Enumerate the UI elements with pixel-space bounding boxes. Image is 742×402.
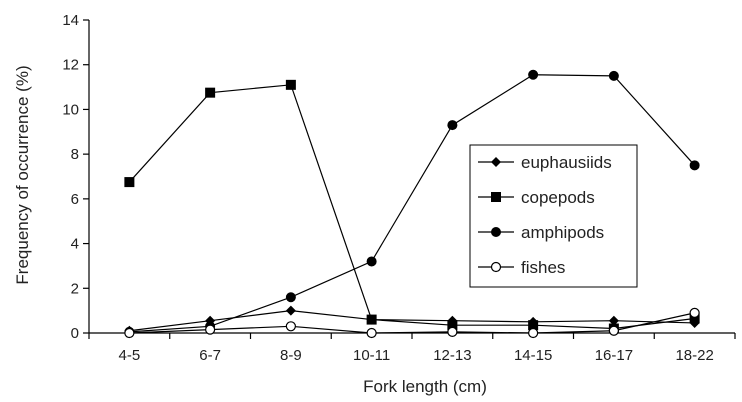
legend-item-amphipods: amphipods [478, 223, 604, 242]
x-tick-label: 8-9 [280, 347, 302, 364]
y-ticks: 0 2 4 6 8 10 12 14 [62, 12, 89, 342]
legend-label: fishes [521, 258, 565, 277]
y-tick-label: 0 [71, 325, 79, 342]
data-point-copepods [285, 79, 296, 90]
legend-items: euphausiids copepods amphipods fishes [478, 153, 612, 277]
y-tick-label: 10 [62, 101, 79, 118]
legend-label: copepods [521, 188, 595, 207]
data-point-fishes [528, 327, 539, 339]
legend-swatch-marker [491, 192, 501, 202]
data-point-copepods [447, 320, 458, 331]
data-point-fishes [608, 325, 619, 336]
y-tick-label: 8 [71, 146, 79, 163]
legend-item-copepods: copepods [478, 188, 595, 207]
data-point-amphipods [285, 292, 296, 303]
series-line-amphipods [129, 74, 696, 333]
data-point-amphipods [447, 120, 458, 131]
data-point-amphipods [689, 160, 700, 171]
data-point-copepods [528, 320, 539, 331]
x-tick-label: 16-17 [595, 347, 633, 364]
x-axis-title: Fork length (cm) [363, 377, 487, 396]
legend-label: amphipods [521, 223, 604, 242]
series-layer [124, 69, 700, 339]
axes [88, 20, 735, 334]
y-tick-label: 4 [71, 236, 79, 253]
legend: euphausiids copepods amphipods fishes [469, 144, 638, 288]
series-fishes [124, 307, 700, 339]
data-point-copepods [366, 314, 377, 325]
data-point-amphipods [528, 69, 539, 80]
x-ticks: 4-5 6-7 8-9 10-11 12-13 14-15 16-17 18-22 [88, 333, 736, 364]
x-tick-label: 12-13 [433, 347, 471, 364]
x-tick-label: 4-5 [119, 347, 141, 364]
legend-item-fishes: fishes [478, 258, 565, 277]
x-tick-label: 10-11 [353, 347, 390, 364]
series-line-euphausiids [129, 310, 695, 332]
data-point-fishes [205, 324, 216, 335]
legend-swatch-marker [490, 261, 502, 273]
x-tick-label: 14-15 [514, 347, 552, 364]
y-tick-label: 12 [62, 57, 79, 74]
y-tick-label: 2 [71, 280, 79, 297]
data-point-fishes [366, 327, 377, 339]
x-tick-label: 18-22 [675, 347, 713, 364]
data-point-copepods [689, 313, 700, 324]
data-point-fishes [689, 307, 700, 318]
legend-swatch-marker [491, 157, 501, 167]
data-point-amphipods [366, 256, 377, 267]
legend-item-euphausiids: euphausiids [478, 153, 612, 172]
data-point-fishes [447, 326, 458, 337]
data-point-fishes [124, 327, 135, 339]
y-tick-label: 6 [71, 191, 79, 208]
series-line-copepods [128, 84, 695, 330]
legend-label: euphausiids [521, 153, 612, 172]
series-line-fishes [129, 312, 695, 334]
legend-swatch-marker [491, 227, 501, 237]
data-point-euphausiids [608, 315, 619, 326]
data-point-amphipods [608, 70, 619, 81]
y-axis-title: Frequency of occurrence (%) [13, 65, 32, 284]
data-point-copepods [124, 177, 135, 188]
data-point-fishes [285, 321, 296, 332]
data-point-euphausiids [285, 305, 296, 316]
y-tick-label: 14 [62, 12, 79, 29]
x-tick-label: 6-7 [199, 347, 221, 364]
data-point-copepods [205, 87, 216, 98]
